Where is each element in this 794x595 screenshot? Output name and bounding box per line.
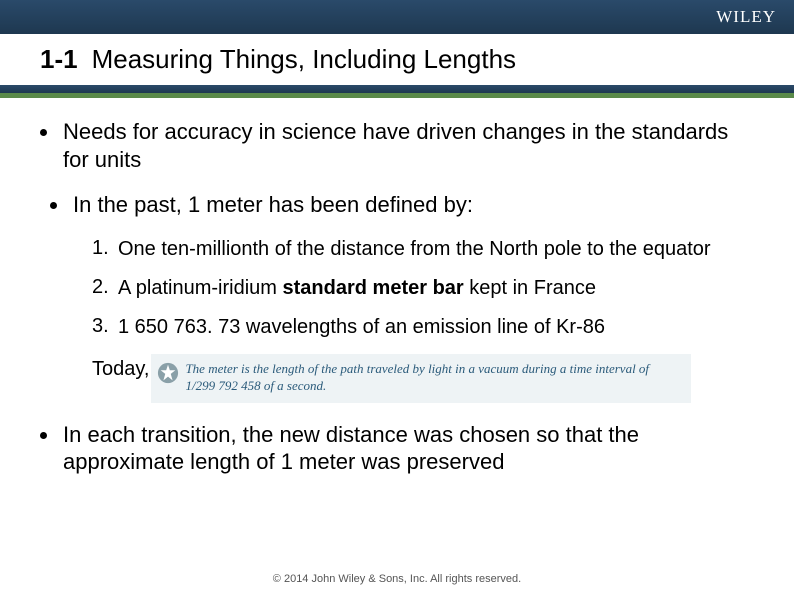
ordered-text: A platinum-iridium standard meter bar ke… [118,276,596,301]
slide-title-row: 1-1 Measuring Things, Including Lengths [0,34,794,85]
definition-quote-box: The meter is the length of the path trav… [151,354,691,403]
ordered-item: 3. 1 650 763. 73 wavelengths of an emiss… [40,315,754,340]
bullet-text: In each transition, the new distance was… [63,421,754,476]
today-label: Today, [92,354,149,381]
bullet-text: In the past, 1 meter has been defined by… [73,191,473,219]
wiley-logo: WILEY [716,7,776,27]
bullet-icon [40,129,47,136]
bullet-item: In the past, 1 meter has been defined by… [40,191,754,219]
ordered-text-part: A platinum-iridium [118,277,283,299]
divider-dark [0,85,794,93]
section-title: Measuring Things, Including Lengths [92,44,516,75]
ordered-number: 3. [92,315,118,338]
section-number: 1-1 [40,44,78,75]
info-star-icon [157,362,179,384]
slide-content: Needs for accuracy in science have drive… [0,98,794,476]
ordered-number: 2. [92,276,118,299]
ordered-text-bold: standard meter bar [283,277,464,299]
bullet-item: In each transition, the new distance was… [40,421,754,476]
ordered-text: 1 650 763. 73 wavelengths of an emission… [118,315,605,340]
brand-stripe: WILEY [0,0,794,34]
bullet-item: Needs for accuracy in science have drive… [40,118,754,173]
bullet-text: Needs for accuracy in science have drive… [63,118,754,173]
bullet-icon [50,202,57,209]
copyright-footer: © 2014 John Wiley & Sons, Inc. All right… [0,573,794,585]
ordered-item: 2. A platinum-iridium standard meter bar… [40,276,754,301]
ordered-text-part: kept in France [464,277,596,299]
ordered-number: 1. [92,237,118,260]
today-row: Today, The meter is the length of the pa… [40,354,754,403]
ordered-item: 1. One ten-millionth of the distance fro… [40,237,754,262]
definition-quote-text: The meter is the length of the path trav… [185,360,681,395]
ordered-text: One ten-millionth of the distance from t… [118,237,711,262]
bullet-icon [40,432,47,439]
